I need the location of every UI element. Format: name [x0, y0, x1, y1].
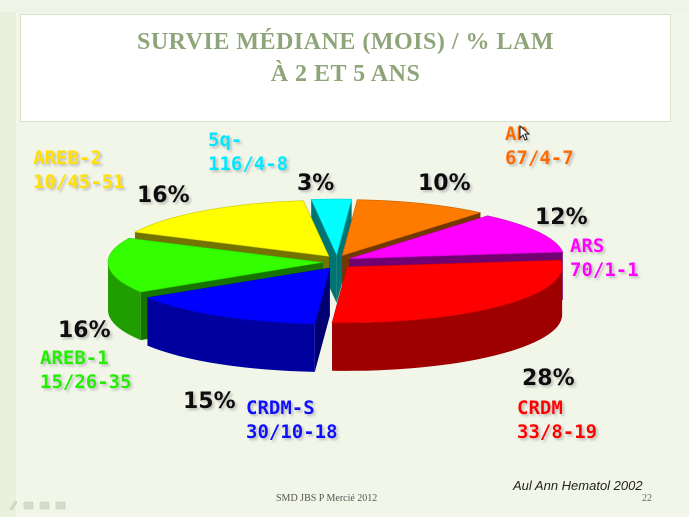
detail-label-ar: 67/4-7 [505, 147, 574, 169]
pie-slices [107, 198, 564, 372]
percent-label-crdm-s: 15% [183, 389, 236, 414]
pie-slice-crdm [331, 259, 563, 371]
detail-label-areb-2: 10/45-51 [33, 171, 125, 193]
percent-label-areb-2: 16% [137, 183, 190, 208]
source-citation: Aul Ann Hematol 2002 [513, 478, 643, 493]
percent-label-areb-1: 16% [58, 318, 111, 343]
menu-icon [23, 501, 34, 510]
footer-text: SMD JBS P Mercié 2012 [276, 493, 378, 504]
category-label-crdm: CRDM [517, 397, 563, 419]
percent-label-ar: 10% [418, 171, 471, 196]
percent-label-5q-: 3% [297, 171, 334, 196]
detail-label-ars: 70/1-1 [570, 259, 639, 281]
slide-border-top [0, 0, 689, 12]
slide-title-line-2: À 2 ET 5 ANS [270, 61, 421, 87]
slides-icon [39, 501, 50, 510]
pen-icon [9, 500, 18, 511]
slide-border-left [0, 0, 16, 517]
detail-label-areb-1: 15/26-35 [40, 371, 132, 393]
pie-slice-crdm-s [146, 267, 331, 372]
detail-label-5q-: 116/4-8 [208, 153, 288, 175]
percent-label-crdm: 28% [522, 366, 575, 391]
category-label-areb-2: AREB-2 [33, 147, 102, 169]
next-icon [55, 501, 66, 510]
page-number: 22 [642, 493, 652, 504]
slide-title-line-1: SURVIE MÉDIANE (MOIS) / % LAM [136, 29, 554, 55]
category-label-5q-: 5q- [208, 129, 242, 151]
detail-label-crdm-s: 30/10-18 [246, 421, 338, 443]
title-box: SURVIE MÉDIANE (MOIS) / % LAM À 2 ET 5 A… [20, 14, 671, 122]
category-label-areb-1: AREB-1 [40, 347, 109, 369]
category-label-crdm-s: CRDM-S [246, 397, 315, 419]
category-label-ars: ARS [570, 235, 604, 257]
slideshow-toolbar[interactable] [8, 497, 88, 511]
pie-labels: 10%AR67/4-712%ARS70/1-128%CRDM33/8-1915%… [33, 123, 639, 443]
mouse-pointer-icon [519, 125, 531, 141]
detail-label-crdm: 33/8-19 [517, 421, 597, 443]
percent-label-ars: 12% [535, 205, 588, 230]
